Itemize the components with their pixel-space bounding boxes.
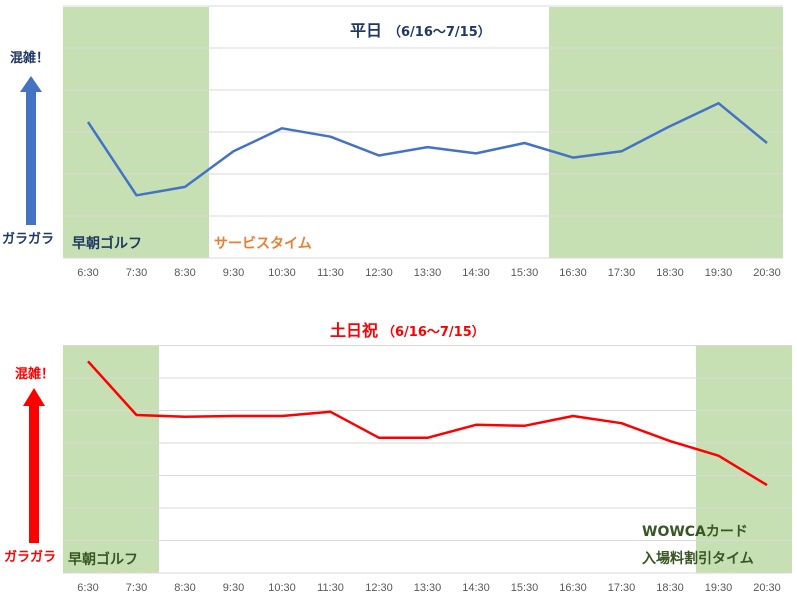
x-tick-label: 15:30 bbox=[511, 267, 539, 279]
x-tick-label: 20:30 bbox=[753, 582, 781, 594]
x-tick-label: 12:30 bbox=[365, 267, 393, 279]
weekday-gridlines bbox=[63, 5, 783, 259]
band-1 bbox=[696, 345, 792, 573]
weekday-service-time-label: サービスタイム bbox=[214, 236, 312, 252]
weekday-subtitle: （6/16〜7/15） bbox=[388, 24, 491, 40]
x-tick-label: 12:30 bbox=[365, 582, 393, 594]
x-tick-label: 14:30 bbox=[462, 582, 490, 594]
weekend-time-bands bbox=[63, 345, 792, 573]
x-tick-label: 13:30 bbox=[414, 267, 442, 279]
x-tick-label: 20:30 bbox=[753, 267, 781, 279]
weekend-band-label-early: 早朝ゴルフ bbox=[68, 551, 138, 568]
weekend-title: 土日祝 bbox=[330, 321, 378, 340]
x-tick-label: 8:30 bbox=[174, 582, 195, 594]
weekday-chart: 6:30 7:30 8:30 9:30 10:30 11:30 12:30 13:30 14:3… bbox=[2, 5, 783, 279]
x-tick-label: 6:30 bbox=[77, 582, 98, 594]
x-tick-label: 9:30 bbox=[223, 267, 244, 279]
x-tick-label: 14:30 bbox=[462, 267, 490, 279]
x-tick-label: 11:30 bbox=[317, 267, 344, 279]
weekend-subtitle: （6/16〜7/15） bbox=[382, 324, 485, 340]
weekday-up-arrow bbox=[20, 76, 42, 225]
x-tick-label: 9:30 bbox=[223, 582, 244, 594]
x-tick-label: 17:30 bbox=[608, 267, 636, 279]
weekday-title: 平日 bbox=[350, 21, 382, 40]
x-tick-label: 10:30 bbox=[268, 582, 296, 594]
x-tick-label: 8:30 bbox=[174, 267, 195, 279]
x-tick-label: 13:30 bbox=[414, 582, 442, 594]
weekday-band-label-early: 早朝ゴルフ bbox=[72, 235, 142, 252]
weekend-y-bottom-label: ガラガラ bbox=[4, 550, 56, 565]
weekend-y-top-label: 混雑！ bbox=[15, 366, 54, 382]
weekend-wowca-label: WOWCAカード入場料割引タイム bbox=[642, 524, 754, 567]
x-tick-label: 10:30 bbox=[268, 267, 296, 279]
plot-area bbox=[63, 345, 792, 573]
x-tick-label: 18:30 bbox=[656, 582, 684, 594]
x-tick-label: 11:30 bbox=[317, 582, 344, 594]
x-tick-label: 15:30 bbox=[511, 582, 539, 594]
weekend-chart: 6:30 7:30 8:30 9:30 10:30 11:30 12:30 13:30 14:3… bbox=[4, 321, 792, 594]
x-tick-label: 6:30 bbox=[77, 267, 98, 279]
x-tick-label: 16:30 bbox=[559, 582, 587, 594]
x-tick-label: 19:30 bbox=[705, 267, 733, 279]
band-0 bbox=[63, 345, 159, 573]
x-tick-label: 7:30 bbox=[126, 267, 147, 279]
weekday-y-bottom-label: ガラガラ bbox=[2, 232, 54, 247]
x-tick-label: 17:30 bbox=[608, 582, 636, 594]
x-tick-label: 16:30 bbox=[559, 267, 587, 279]
weekend-x-ticks: 6:30 7:30 8:30 9:30 10:30 11:30 12:30 13:30 14:3… bbox=[77, 582, 780, 594]
weekend-series bbox=[87, 360, 768, 487]
weekday-series bbox=[86, 101, 768, 197]
x-tick-label: 19:30 bbox=[705, 582, 733, 594]
weekend-up-arrow bbox=[23, 388, 45, 543]
x-tick-label: 7:30 bbox=[126, 582, 147, 594]
weekend-gridlines bbox=[63, 345, 792, 574]
weekday-y-top-label: 混雑！ bbox=[10, 50, 49, 66]
weekday-x-ticks: 6:30 7:30 8:30 9:30 10:30 11:30 12:30 13:30 14:3… bbox=[77, 267, 780, 279]
x-tick-label: 18:30 bbox=[656, 267, 684, 279]
